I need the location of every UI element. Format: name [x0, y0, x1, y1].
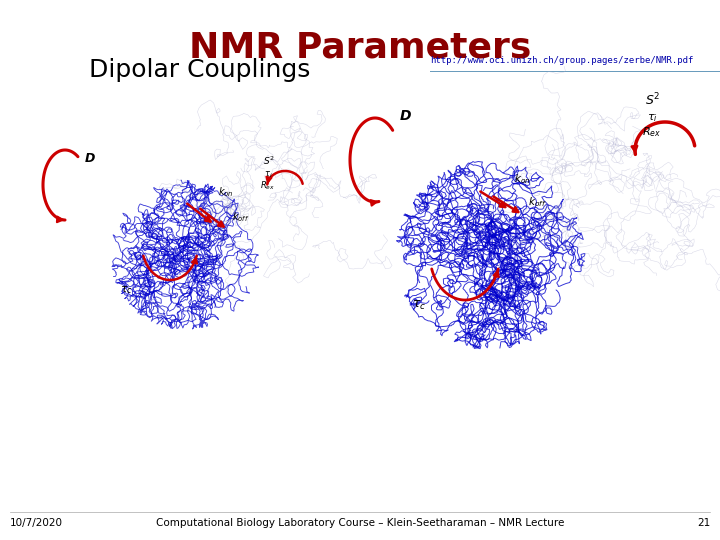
- Text: $k_{on}$: $k_{on}$: [514, 172, 531, 186]
- Text: $\tau_c$: $\tau_c$: [120, 284, 133, 296]
- Text: $\tau_i$: $\tau_i$: [264, 170, 273, 180]
- Text: $\tau_c$: $\tau_c$: [412, 299, 426, 312]
- Text: http://www.oci.unizh.ch/group.pages/zerbe/NMR.pdf: http://www.oci.unizh.ch/group.pages/zerb…: [430, 56, 693, 65]
- Text: $\tau_i$: $\tau_i$: [647, 112, 658, 124]
- Text: D: D: [85, 152, 95, 165]
- Text: $k_{on}$: $k_{on}$: [218, 185, 234, 199]
- Text: $R_{ex}$: $R_{ex}$: [642, 125, 661, 139]
- Text: 21: 21: [697, 518, 710, 528]
- Text: $k_{off}$: $k_{off}$: [232, 210, 249, 224]
- Text: Computational Biology Laboratory Course – Klein-Seetharaman – NMR Lecture: Computational Biology Laboratory Course …: [156, 518, 564, 528]
- Text: Dipolar Couplings: Dipolar Couplings: [89, 58, 311, 82]
- Text: 10/7/2020: 10/7/2020: [10, 518, 63, 528]
- Text: $R_{ex}$: $R_{ex}$: [260, 179, 275, 192]
- Text: D: D: [400, 109, 412, 123]
- Text: NMR Parameters: NMR Parameters: [189, 30, 531, 64]
- Text: $S^2$: $S^2$: [645, 91, 660, 108]
- Text: $S^2$: $S^2$: [263, 154, 275, 167]
- Text: $k_{off}$: $k_{off}$: [528, 195, 546, 209]
